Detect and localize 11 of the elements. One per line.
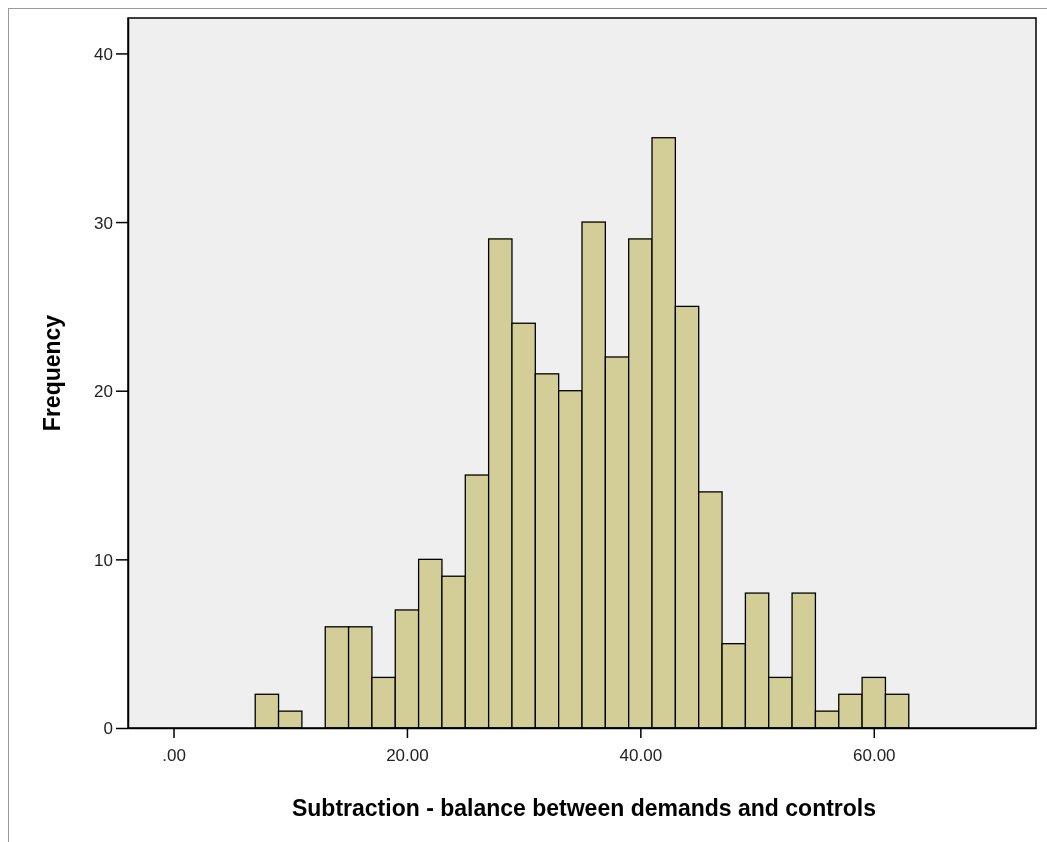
y-tick-label: 20 [94, 382, 113, 402]
x-tick-label: 60.00 [853, 746, 896, 766]
y-tick-label: 0 [103, 719, 113, 739]
x-tick-label: .00 [162, 746, 186, 766]
y-axis-title: Frequency [39, 314, 65, 432]
y-tick-label: 30 [94, 213, 113, 233]
y-tick-label: 10 [94, 550, 113, 570]
y-tick-label: 40 [94, 44, 113, 64]
x-tick-label: 40.00 [619, 746, 663, 766]
x-axis-title: Subtraction - balance between demands and controls [291, 795, 877, 821]
x-tick-label: 20.00 [386, 746, 429, 766]
